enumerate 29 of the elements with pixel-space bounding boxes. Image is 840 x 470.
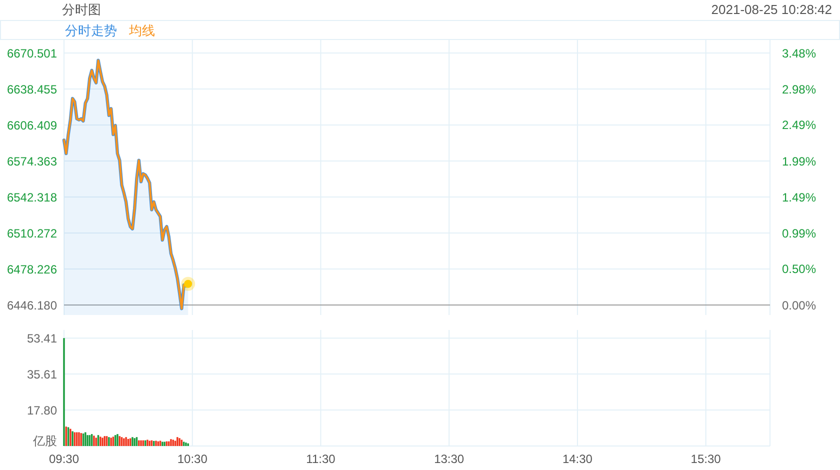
y2-tick-label: 3.48%: [782, 46, 816, 61]
y-tick-label: 6638.455: [6, 82, 58, 97]
x-tick-label: 15:30: [690, 452, 722, 466]
y-tick-label: 6542.318: [6, 190, 58, 205]
y2-tick-label: 2.98%: [782, 82, 816, 97]
y-tick-label: 53.41: [26, 332, 58, 346]
y2-tick-label: 0.99%: [782, 226, 816, 241]
y-tick-label: 6446.180: [6, 298, 58, 313]
x-tick-label: 09:30: [48, 452, 80, 466]
y2-tick-label: 2.49%: [782, 118, 816, 132]
x-tick-label: 11:30: [306, 452, 336, 466]
y2-tick-label: 0.00%: [782, 298, 816, 312]
y2-tick-label: 1.99%: [782, 154, 816, 168]
x-tick-label: 13:30: [434, 452, 464, 466]
legend: 分时走势 均线: [0, 20, 840, 40]
subtitle: 2021-08-25 10:28:42: [711, 2, 832, 17]
y-tick-label: 亿股: [32, 434, 57, 448]
y-tick-label: 6574.363: [6, 154, 58, 169]
x-tick-label: 10:30: [177, 452, 208, 466]
title: 分时图: [62, 2, 101, 17]
y-tick-label: 17.80: [26, 404, 58, 418]
x-tick-label: 14:30: [562, 452, 593, 466]
y2-tick-label: 1.49%: [782, 190, 816, 205]
y2-tick-label: 0.50%: [782, 262, 816, 276]
y-tick-label: 6478.226: [6, 262, 58, 277]
y-tick-label: 35.61: [26, 368, 58, 382]
y-tick-label: 6670.501: [6, 46, 58, 61]
y-tick-label: 6606.409: [6, 118, 58, 133]
y-tick-label: 6510.272: [6, 226, 58, 241]
